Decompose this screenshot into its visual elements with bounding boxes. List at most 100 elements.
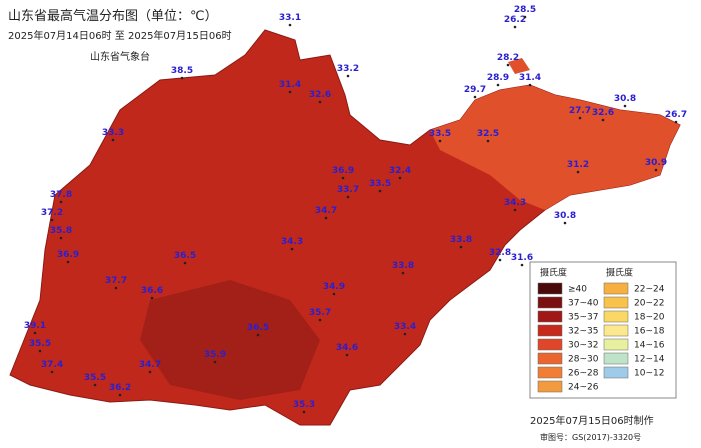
station-value: 32.5 (477, 129, 499, 139)
legend-label: 24~26 (568, 383, 599, 393)
station-value: 28.5 (514, 5, 536, 15)
station-value: 35.5 (84, 373, 106, 383)
legend-swatch (537, 310, 563, 323)
station-value: 35.3 (293, 400, 315, 410)
station-value: 33.8 (392, 261, 414, 271)
station-value: 30.8 (554, 211, 576, 221)
station-value: 33.5 (429, 129, 451, 139)
southwest-hot-area (140, 280, 320, 400)
station-value: 34.3 (504, 198, 526, 208)
station-dot (318, 318, 322, 322)
station-value: 34.7 (315, 206, 337, 216)
station-value: 36.9 (332, 166, 354, 176)
legend-swatch (537, 324, 563, 337)
legend-label: 32~35 (568, 327, 598, 337)
station-dot (528, 83, 532, 87)
station-value: 37.4 (41, 360, 63, 370)
station-value: 35.7 (309, 308, 331, 318)
legend-label: 30~32 (568, 341, 598, 351)
station-dot (213, 360, 217, 364)
station-value: 32.6 (592, 108, 614, 118)
station-dot (256, 333, 260, 337)
station-value: 33.4 (394, 322, 416, 332)
station-value: 36.6 (141, 286, 163, 296)
legend-swatch (537, 296, 563, 309)
station-value: 33.7 (337, 185, 359, 195)
station-dot (520, 263, 524, 267)
station-dot (345, 353, 349, 357)
station-dot (50, 218, 54, 222)
station-dot (654, 168, 658, 172)
legend-swatch (537, 338, 563, 351)
legend-label: 22~24 (634, 285, 665, 295)
station-dot (346, 195, 350, 199)
station-value: 36.5 (174, 251, 196, 261)
station-dot (403, 332, 407, 336)
legend-swatch (537, 282, 563, 295)
legend-swatch (603, 366, 629, 379)
made-note: 2025年07月15日06时制作 (530, 414, 654, 427)
station-value: 34.6 (336, 343, 358, 353)
legend-title: 摄氏度 (606, 267, 633, 279)
legend-label: 18~20 (634, 313, 665, 323)
approval-note: 审图号：GS(2017)-3320号 (540, 432, 641, 442)
station-dot (378, 189, 382, 193)
station-dot (496, 83, 500, 87)
station-dot (398, 176, 402, 180)
east-warm-area (430, 85, 680, 210)
station-value: 36.2 (109, 383, 131, 393)
station-value: 33.1 (279, 13, 301, 23)
station-dot (513, 25, 517, 29)
legend-label: 16~18 (634, 327, 665, 337)
station-value: 32.8 (489, 248, 511, 258)
station-value: 38.5 (171, 66, 193, 76)
station-dot (183, 261, 187, 265)
station-dot (513, 208, 517, 212)
legend-label: 37~40 (568, 299, 599, 309)
station-value: 33.8 (450, 235, 472, 245)
station-value: 36.5 (247, 323, 269, 333)
station-dot (118, 393, 122, 397)
station-dot (318, 100, 322, 104)
station-value: 35.5 (29, 339, 51, 349)
station-value: 35.8 (50, 226, 72, 236)
station-dot (623, 104, 627, 108)
station-value: 28.9 (487, 73, 509, 83)
station-value: 31.4 (279, 80, 301, 90)
legend-swatch (603, 324, 629, 337)
station-value: 26.2 (504, 15, 526, 25)
legend-label: 14~16 (634, 341, 665, 351)
station-value: 33.3 (102, 128, 124, 138)
station-dot (346, 74, 350, 78)
station-dot (33, 331, 37, 335)
agency: 山东省气象台 (90, 50, 150, 63)
station-dot (332, 292, 336, 296)
station-value: 27.7 (569, 106, 591, 116)
station-dot (66, 260, 70, 264)
station-value: 34.3 (281, 237, 303, 247)
station-value: 31.6 (511, 253, 533, 263)
station-dot (506, 63, 510, 67)
station-value: 33.5 (369, 179, 391, 189)
legend-label: 28~30 (568, 355, 599, 365)
station-dot (59, 200, 63, 204)
station-dot (459, 245, 463, 249)
station-value: 32.4 (389, 166, 411, 176)
station-dot (401, 271, 405, 275)
station-dot (563, 221, 567, 225)
station-dot (576, 170, 580, 174)
legend-swatch (537, 366, 563, 379)
legend-swatch (603, 282, 629, 295)
station-dot (578, 116, 582, 120)
station-dot (50, 370, 54, 374)
station-value: 26.7 (665, 110, 687, 120)
station-value: 30.9 (645, 158, 667, 168)
station-value: 35.9 (204, 350, 226, 360)
legend-label: 20~22 (634, 299, 664, 309)
station-dot (148, 370, 152, 374)
station-dot (114, 286, 118, 290)
legend-label: ≥40 (568, 285, 587, 295)
station-dot (180, 76, 184, 80)
station-value: 29.7 (464, 85, 486, 95)
